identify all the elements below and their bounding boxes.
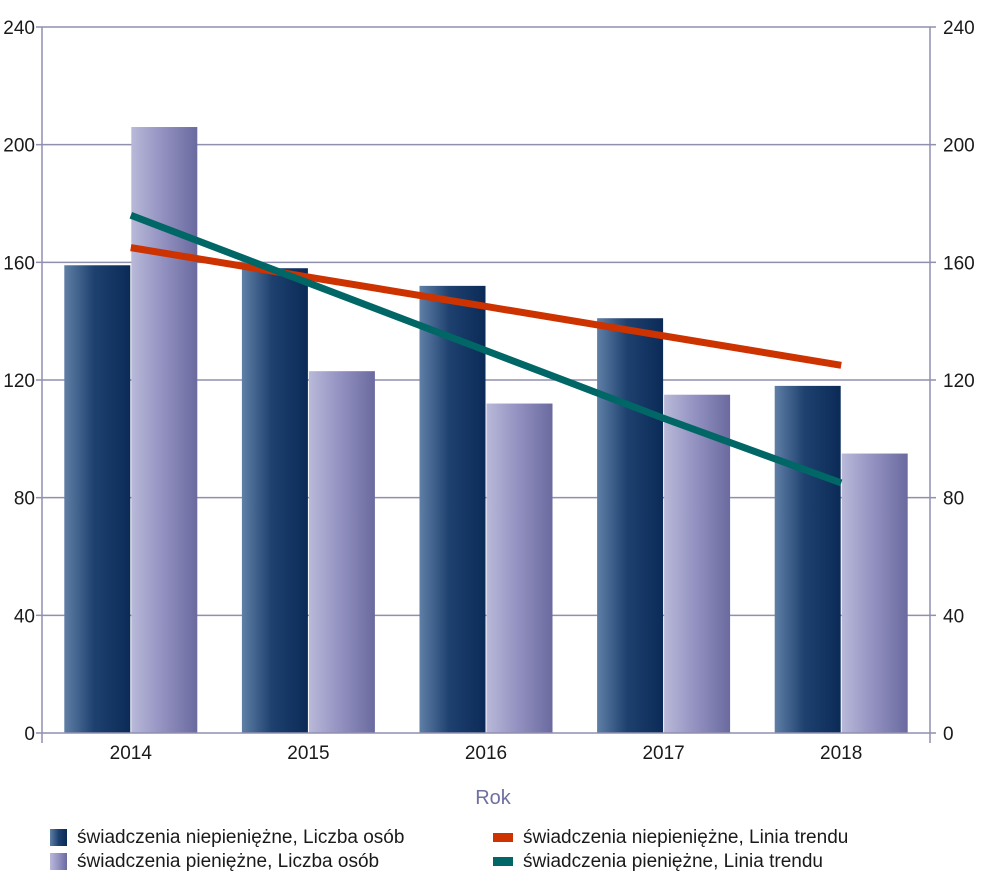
legend-swatch-series-3 [493,857,513,867]
y-tick-label-right-0: 0 [943,724,954,745]
bar-series-0-2015 [241,268,308,733]
trend-line-series-2 [130,244,842,369]
bar-series-1-2018 [841,453,908,733]
bar-series-1-2017 [664,394,731,733]
x-axis-title: Rok [475,787,512,809]
y-tick-label-left-80: 80 [14,489,35,510]
y-tick-label-left-120: 120 [3,371,35,392]
legend-item-series-2: świadczenia niepieniężne, Linia trendu [493,827,848,849]
bar-series-0-2016 [419,285,486,733]
y-tick-label-right-160: 160 [943,253,975,274]
legend-swatch-series-1 [50,853,67,871]
y-tick-label-left-200: 200 [3,136,35,157]
y-tick-label-right-200: 200 [943,136,975,157]
x-tick-label-2017: 2017 [642,743,684,764]
x-tick-label-2018: 2018 [820,743,862,764]
y-tick-label-right-120: 120 [943,371,975,392]
legend-label-series-1: świadczenia pieniężne, Liczba osób [77,851,380,872]
legend-item-series-3: świadczenia pieniężne, Linia trendu [493,851,823,873]
bar-series-0-2017 [597,318,664,733]
legend-label-series-0: świadczenia niepieniężne, Liczba osób [77,827,405,848]
x-tick-label-2014: 2014 [110,743,153,764]
legend-item-series-1: świadczenia pieniężne, Liczba osób [50,851,379,873]
bar-series-1-2015 [308,371,375,733]
x-tick-label-2016: 2016 [465,743,507,764]
legend-label-series-3: świadczenia pieniężne, Linia trendu [523,851,823,872]
y-tick-label-right-240: 240 [943,18,975,39]
bars [64,127,908,734]
x-tick-label-2015: 2015 [287,743,329,764]
trend-lines [129,211,843,487]
y-tick-label-right-40: 40 [943,606,964,627]
bar-series-0-2018 [774,385,841,733]
legend-swatch-series-0 [50,829,67,847]
y-tick-label-left-240: 240 [3,18,35,39]
tick-labels: 0 0 40 40 80 80 120 120 160 160 200 200 240 240 2014 20… [3,18,974,764]
legend-label-series-2: świadczenia niepieniężne, Linia trendu [523,827,849,848]
legend-item-series-0: świadczenia niepieniężne, Liczba osób [50,827,404,849]
bar-series-0-2014 [64,265,131,733]
legend-swatch-series-2 [493,833,513,843]
bar-series-1-2016 [486,403,553,733]
y-tick-label-left-0: 0 [24,724,35,745]
trend-line-series-3 [129,211,843,487]
y-tick-label-left-40: 40 [14,606,35,627]
y-tick-label-left-160: 160 [3,253,35,274]
axes [36,26,936,743]
y-tick-label-right-80: 80 [943,489,964,510]
